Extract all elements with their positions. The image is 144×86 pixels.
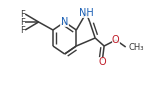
Text: F: F [20, 26, 25, 34]
Text: O: O [112, 35, 120, 45]
Text: F: F [20, 9, 25, 18]
Text: F: F [20, 17, 25, 26]
Text: O: O [98, 57, 106, 67]
Text: NH: NH [79, 8, 94, 18]
Text: CH₃: CH₃ [128, 42, 144, 52]
Text: N: N [61, 17, 68, 27]
